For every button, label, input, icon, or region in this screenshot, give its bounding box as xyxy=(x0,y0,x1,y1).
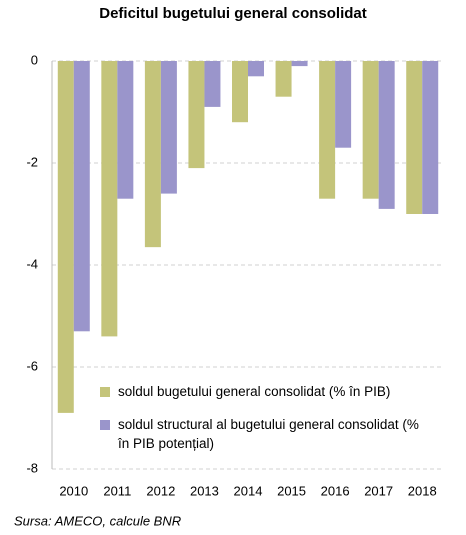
x-tick-label: 2018 xyxy=(408,483,437,498)
bar xyxy=(144,61,161,248)
bar xyxy=(188,61,205,169)
x-tick-label: 2016 xyxy=(321,483,350,498)
y-tick-label: 0 xyxy=(31,52,38,67)
y-tick-label: -2 xyxy=(26,154,38,169)
x-tick-label: 2010 xyxy=(59,483,88,498)
bar xyxy=(378,61,395,209)
x-tick-label: 2015 xyxy=(277,483,306,498)
x-tick-label: 2011 xyxy=(103,483,131,498)
bar xyxy=(422,61,439,214)
bar xyxy=(248,61,264,77)
legend-label: soldul bugetului general consolidat (% î… xyxy=(118,384,391,399)
bar xyxy=(335,61,352,148)
x-tick-label: 2013 xyxy=(190,483,219,498)
bar xyxy=(73,61,90,332)
legend: soldul bugetului general consolidat (% î… xyxy=(100,382,430,467)
legend-entry: soldul structural al bugetului general c… xyxy=(100,415,430,453)
x-tick-label: 2017 xyxy=(364,483,393,498)
bar xyxy=(57,61,74,413)
bar xyxy=(275,61,292,97)
bar xyxy=(362,61,379,199)
bar xyxy=(232,61,248,123)
source: Sursa: AMECO, calcule BNR xyxy=(14,513,181,528)
x-tick-label: 2012 xyxy=(146,483,175,498)
bar xyxy=(291,61,308,67)
x-tick-label: 2014 xyxy=(234,483,263,498)
bar xyxy=(101,61,118,337)
bar xyxy=(117,61,134,199)
bar xyxy=(204,61,221,107)
bar xyxy=(160,61,177,194)
bar xyxy=(406,61,423,214)
legend-entry: soldul bugetului general consolidat (% î… xyxy=(100,382,430,401)
bar xyxy=(319,61,336,199)
legend-label: soldul structural al bugetului general c… xyxy=(118,417,419,451)
y-tick-label: -4 xyxy=(26,256,38,271)
y-tick-label: -6 xyxy=(26,358,38,373)
chart-title: Deficitul bugetului general consolidat xyxy=(99,5,367,22)
legend-swatch xyxy=(100,420,110,430)
y-tick-label: -8 xyxy=(26,460,38,475)
legend-swatch xyxy=(100,387,110,397)
